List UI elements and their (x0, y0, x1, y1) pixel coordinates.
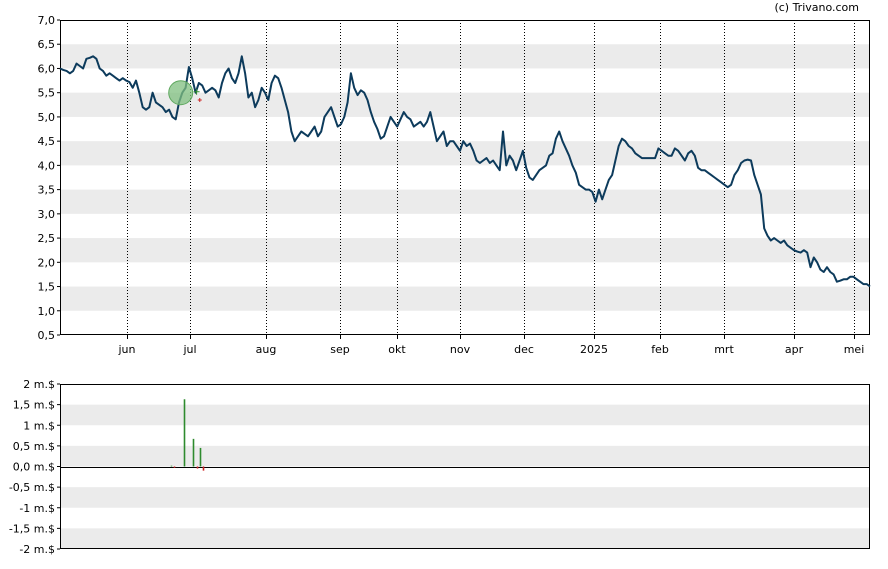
event-marker-up (193, 88, 200, 95)
x-tick-label: apr (785, 343, 804, 356)
y-tick-label: -0,5 m.$ (9, 481, 55, 494)
grid-band (60, 404, 870, 426)
y-tick-label: 6,0 (38, 62, 56, 75)
x-tick-label: 2025 (580, 343, 608, 356)
x-tick-label: mrt (714, 343, 734, 356)
grid-band (60, 286, 870, 311)
y-tick-label: 0,5 m.$ (13, 440, 55, 453)
y-tick-label: 3,5 (38, 184, 56, 197)
y-tick-label: 1,0 (38, 305, 56, 318)
grid-band (60, 189, 870, 214)
credit-text: (c) Trivano.com (774, 1, 859, 14)
x-tick-label: dec (514, 343, 534, 356)
grid-band (60, 92, 870, 117)
y-tick-label: 1,5 (38, 281, 56, 294)
y-tick-label: 1,5 m.$ (13, 399, 55, 412)
price-line (59, 55, 871, 288)
grid-band (60, 44, 870, 69)
price-frame (60, 20, 870, 335)
grid-band (60, 487, 870, 508)
grid-band (60, 528, 870, 549)
price-panel: 7,0 6,5 6,0 5,5 5,0 4,5 4,0 3,5 3,0 2,5 2,0 1,5 1,0 0… (38, 14, 871, 356)
y-tick-label: 4,5 (38, 135, 56, 148)
y-tick-label: 6,5 (38, 38, 56, 51)
grid-band (60, 445, 870, 467)
y-tick-label: 2,0 (38, 256, 56, 269)
x-tick-label: sep (330, 343, 349, 356)
x-tick-label: okt (388, 343, 406, 356)
y-tick-label: -2 m.$ (19, 543, 55, 556)
y-tick-label: 0,0 m.$ (13, 461, 55, 474)
y-tick-label: 5,5 (38, 87, 56, 100)
event-marker-down (197, 97, 202, 102)
y-tick-label: 0,5 (38, 329, 56, 342)
x-tick-label: mei (844, 343, 865, 356)
y-tick-label: 2 m.$ (23, 378, 55, 391)
volume-panel: 2 m.$ 1,5 m.$ 1 m.$ 0,5 m.$ 0,0 m.$ -0,5 m.$ -… (9, 378, 870, 556)
y-tick-label: 7,0 (38, 14, 56, 27)
grid-band (60, 238, 870, 263)
y-tick-label: 2,5 (38, 232, 56, 245)
x-tick-label: feb (651, 343, 669, 356)
y-tick-label: -1,5 m.$ (9, 522, 55, 535)
event-marker-circle (168, 80, 194, 106)
x-tick-label: nov (450, 343, 471, 356)
y-tick-label: -1 m.$ (19, 502, 55, 515)
x-tick-label: jun (118, 343, 136, 356)
x-tick-label: jul (182, 343, 196, 356)
y-tick-label: 5,0 (38, 111, 56, 124)
y-tick-label: 4,0 (38, 159, 56, 172)
y-tick-label: 3,0 (38, 208, 56, 221)
y-tick-label: 1 m.$ (23, 419, 55, 432)
x-tick-label: aug (256, 343, 277, 356)
volume-frame (60, 384, 870, 549)
